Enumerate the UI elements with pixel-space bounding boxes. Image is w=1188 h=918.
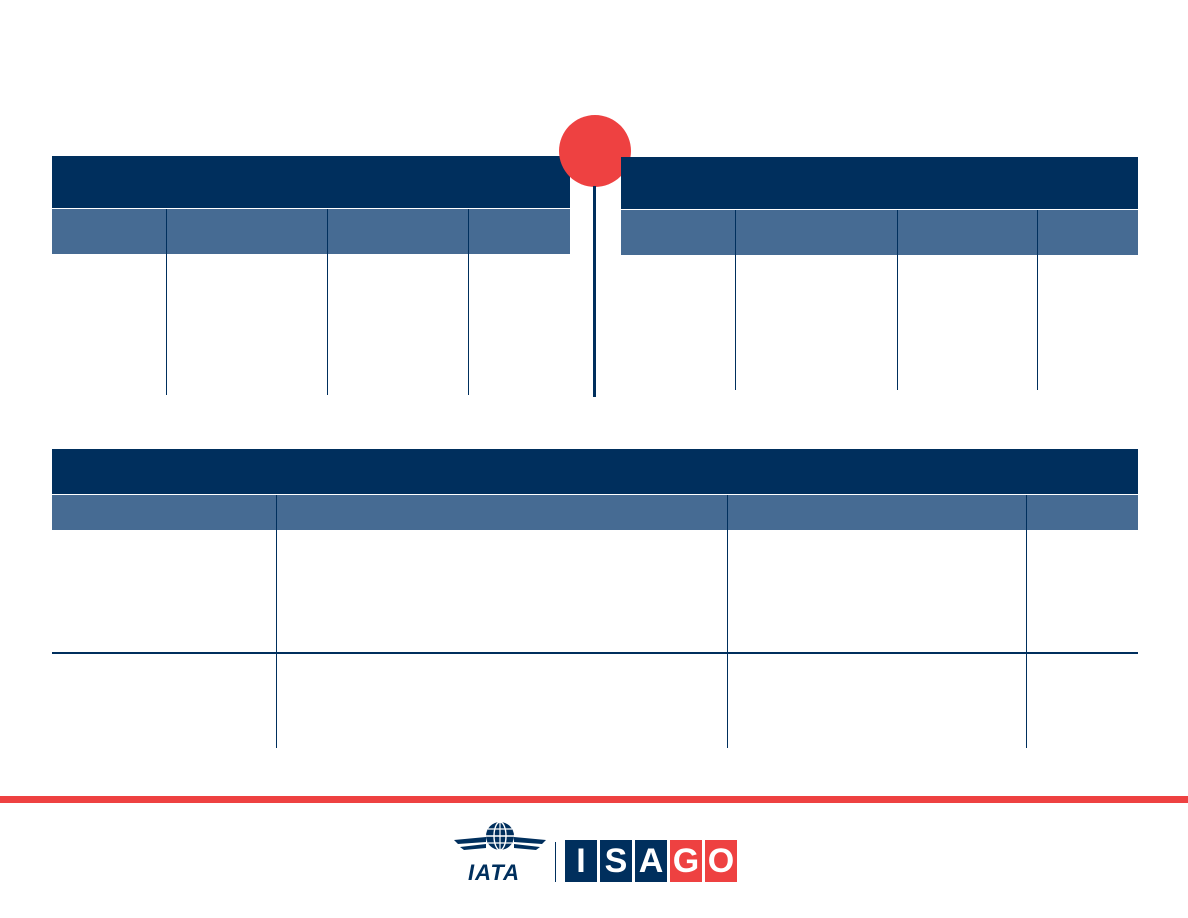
- right-panel-column-bar: [621, 210, 1138, 255]
- bottom-table-header: [52, 449, 1138, 494]
- milestone-stem: [593, 186, 596, 397]
- table-row: [52, 530, 1138, 652]
- isago-letter: G: [670, 840, 702, 882]
- bottom-divider-1: [276, 495, 277, 748]
- globe-wings-icon: [454, 821, 546, 851]
- logo-divider: [555, 842, 556, 882]
- bottom-divider-3: [1026, 495, 1027, 748]
- table-row: [52, 654, 1138, 748]
- bottom-table-column-bar: [52, 495, 1138, 530]
- isago-letter: S: [600, 840, 632, 882]
- left-divider-3: [468, 209, 469, 395]
- isago-letter: O: [705, 840, 737, 882]
- right-divider-3: [1037, 210, 1038, 390]
- isago-letter: I: [565, 840, 597, 882]
- bottom-row-separator: [52, 652, 1138, 654]
- milestone-marker: [559, 115, 631, 187]
- iata-logo-text: IATA: [468, 860, 521, 885]
- right-panel-header: [621, 157, 1138, 209]
- left-panel-header: [52, 156, 570, 208]
- bottom-divider-2: [727, 495, 728, 748]
- right-divider-1: [735, 210, 736, 390]
- left-panel-column-bar: [52, 209, 570, 254]
- isago-logo: I S A G O: [565, 840, 740, 882]
- isago-letter: A: [635, 840, 667, 882]
- left-divider-1: [166, 209, 167, 395]
- right-divider-2: [897, 210, 898, 390]
- footer-red-bar: [0, 796, 1188, 803]
- left-divider-2: [327, 209, 328, 395]
- footer-logo: IATA I S A G O: [452, 820, 740, 885]
